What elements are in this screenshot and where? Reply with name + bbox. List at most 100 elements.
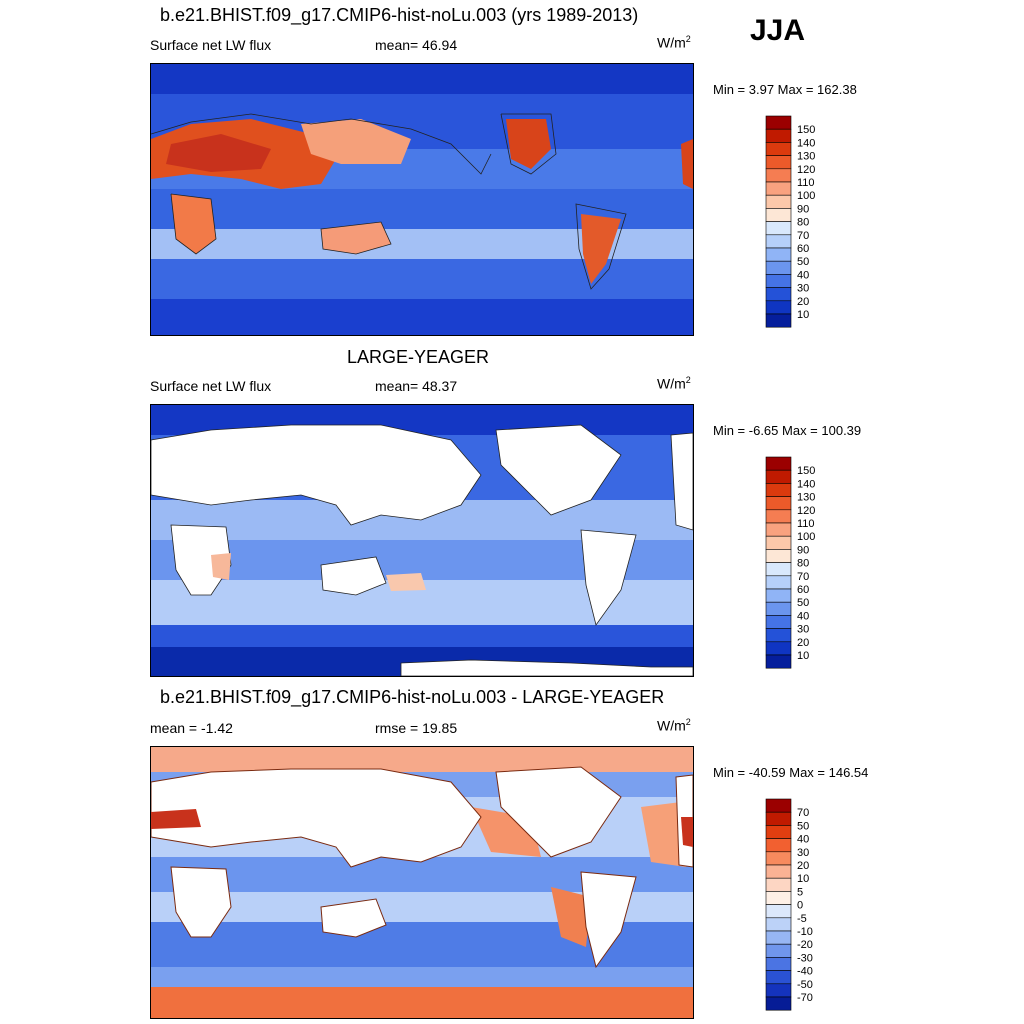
colorbar-tick-label: 90 — [797, 544, 809, 556]
colorbar-swatch — [765, 247, 792, 262]
colorbar-tick-label: 70 — [797, 230, 809, 242]
panel1-field-label: Surface net LW flux — [150, 37, 272, 53]
panel2-title: LARGE-YEAGER — [347, 347, 490, 367]
panel3-rmse-label: rmse = 19.85 — [375, 720, 458, 736]
colorbar-swatch — [765, 798, 792, 813]
colorbar-tick-label: 70 — [797, 571, 809, 583]
colorbar-tick-label: 50 — [797, 597, 809, 609]
colorbar-tick-label: 30 — [797, 283, 809, 295]
panel3-map — [150, 746, 694, 1019]
colorbar-swatch — [765, 575, 792, 590]
colorbar-swatch — [765, 287, 792, 302]
colorbar-swatch — [765, 877, 792, 892]
colorbar-swatch — [765, 996, 792, 1011]
colorbar-swatch — [765, 811, 792, 826]
colorbar-swatch — [765, 562, 792, 577]
colorbar-tick-label: 150 — [797, 124, 815, 136]
colorbar-swatch — [765, 221, 792, 236]
colorbar-tick-label: 140 — [797, 137, 815, 149]
colorbar-tick-label: 110 — [797, 518, 815, 530]
panel2-mean-label: mean= 48.37 — [375, 378, 458, 394]
colorbar-swatch — [765, 128, 792, 143]
colorbar-tick-label: 100 — [797, 531, 815, 543]
colorbar-tick-label: -10 — [797, 926, 813, 938]
colorbar-swatch — [765, 891, 792, 905]
colorbar-swatch — [765, 181, 792, 196]
colorbar-swatch — [765, 142, 792, 156]
colorbar-tick-label: 80 — [797, 217, 809, 229]
colorbar-swatch — [765, 208, 792, 222]
panel2-map — [150, 404, 694, 677]
colorbar-tick-label: 60 — [797, 584, 809, 596]
colorbar-tick-label: 30 — [797, 624, 809, 636]
colorbar-swatch — [765, 957, 792, 971]
colorbar-swatch — [765, 300, 792, 315]
colorbar-swatch — [765, 838, 792, 853]
colorbar-tick-label: 0 — [797, 900, 803, 912]
colorbar-tick-label: -5 — [797, 913, 807, 925]
colorbar-swatch — [765, 469, 792, 484]
colorbar-swatch — [765, 509, 792, 524]
colorbar-swatch — [765, 917, 792, 932]
colorbar-swatch — [765, 864, 792, 879]
panel2-units: W/m2 — [657, 375, 691, 392]
colorbar-tick-label: 50 — [797, 256, 809, 268]
colorbar-swatch — [765, 456, 792, 471]
colorbar-tick-label: 20 — [797, 860, 809, 872]
colorbar-swatch — [765, 496, 792, 511]
colorbar-swatch — [765, 168, 792, 183]
panel1-map — [150, 63, 694, 336]
panel3-units: W/m2 — [657, 717, 691, 734]
colorbar-swatch — [765, 234, 792, 249]
colorbar-swatch — [765, 588, 792, 603]
colorbar-tick-label: 10 — [797, 650, 809, 662]
colorbar-tick-label: 40 — [797, 610, 809, 622]
colorbar-swatch — [765, 904, 792, 919]
colorbar-tick-label: 100 — [797, 190, 815, 202]
panel3-mean-label: mean = -1.42 — [150, 720, 233, 736]
panel1-units: W/m2 — [657, 34, 691, 51]
panel3-minmax: Min = -40.59 Max = 146.54 — [713, 765, 869, 780]
colorbar-tick-label: 130 — [797, 492, 815, 504]
colorbar-tick-label: 120 — [797, 164, 815, 176]
colorbar-swatch — [765, 483, 792, 497]
panel3-title: b.e21.BHIST.f09_g17.CMIP6-hist-noLu.003 … — [160, 687, 665, 707]
colorbar-swatch — [765, 115, 792, 130]
colorbar-tick-label: 110 — [797, 177, 815, 189]
colorbar-tick-label: 5 — [797, 886, 803, 898]
colorbar-tick-label: 90 — [797, 203, 809, 215]
colorbar-tick-label: -50 — [797, 979, 813, 991]
colorbar-swatch — [765, 601, 792, 616]
colorbar-tick-label: -30 — [797, 952, 813, 964]
panel1-mean-label: mean= 46.94 — [375, 37, 458, 53]
colorbar-tick-label: 50 — [797, 820, 809, 832]
panel2-minmax: Min = -6.65 Max = 100.39 — [713, 423, 862, 438]
panel1-title: b.e21.BHIST.f09_g17.CMIP6-hist-noLu.003 … — [160, 5, 639, 25]
colorbar-swatch — [765, 983, 792, 998]
colorbar-tick-label: 130 — [797, 151, 815, 163]
colorbar-tick-label: 20 — [797, 637, 809, 649]
colorbar-tick-label: -70 — [797, 992, 813, 1004]
colorbar-swatch — [765, 313, 792, 328]
colorbar-swatch — [765, 641, 792, 656]
colorbar-tick-label: 120 — [797, 505, 815, 517]
colorbar-swatch — [765, 274, 792, 288]
colorbar-tick-label: 150 — [797, 465, 815, 477]
colorbar-swatch — [765, 194, 792, 209]
colorbar-swatch — [765, 155, 792, 170]
colorbar-tick-label: 40 — [797, 269, 809, 281]
colorbar-swatch — [765, 628, 792, 643]
colorbar-tick-label: 40 — [797, 834, 809, 846]
colorbar-tick-label: 10 — [797, 309, 809, 321]
colorbar-swatch — [765, 535, 792, 550]
colorbar-tick-label: 60 — [797, 243, 809, 255]
colorbar-swatch — [765, 654, 792, 669]
panel2-field-label: Surface net LW flux — [150, 378, 272, 394]
colorbar-swatch — [765, 851, 792, 866]
colorbar-swatch — [765, 970, 792, 985]
colorbar-swatch — [765, 825, 792, 839]
colorbar-swatch — [765, 615, 792, 629]
